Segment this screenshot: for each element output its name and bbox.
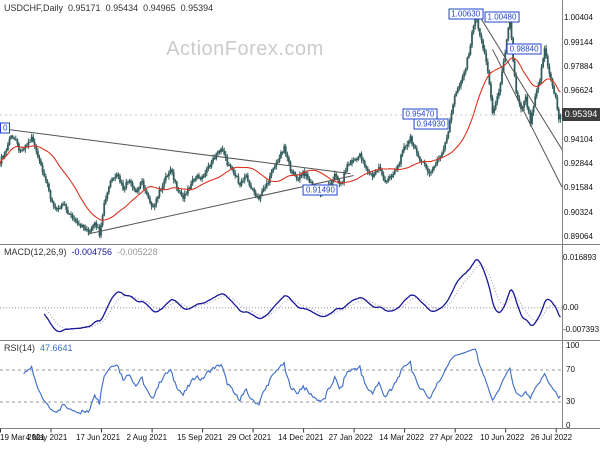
candle-wicks	[0, 11, 561, 239]
rsi-line	[23, 348, 561, 415]
open-value: 0.95171	[68, 3, 101, 13]
current-price-label: 0.95394	[562, 108, 600, 122]
rsi-value: 47.6641	[40, 343, 73, 353]
moving-average-line	[0, 57, 561, 221]
macd-main-value: -0.004756	[71, 247, 113, 257]
rsi-panel[interactable]	[0, 348, 562, 415]
rsi-indicator-label: RSI(14)	[4, 343, 36, 353]
trendline	[476, 11, 562, 150]
macd-panel[interactable]	[0, 258, 562, 333]
macd-indicator-label: MACD(12,26,9)	[4, 247, 67, 257]
low-value: 0.94965	[143, 3, 176, 13]
macd-main-line	[43, 258, 561, 333]
price-panel[interactable]	[0, 11, 562, 239]
close-value: 0.95394	[180, 3, 214, 13]
symbol-timeframe: USDCHF,Daily	[4, 3, 64, 13]
macd-signal-line	[43, 264, 561, 330]
macd-signal-value: -0.005228	[117, 247, 158, 257]
watermark: ActionForex.com	[166, 38, 324, 60]
trendline	[492, 49, 562, 188]
high-value: 0.95434	[105, 3, 139, 13]
chart-title: USDCHF,Daily 0.95171 0.95434 0.94965 0.95394	[4, 3, 218, 13]
candle-bodies	[0, 15, 562, 236]
trendline	[6, 128, 351, 175]
macd-title: MACD(12,26,9) -0.004756 -0.005228	[4, 247, 163, 257]
rsi-title: RSI(14) 47.6641	[4, 343, 78, 353]
